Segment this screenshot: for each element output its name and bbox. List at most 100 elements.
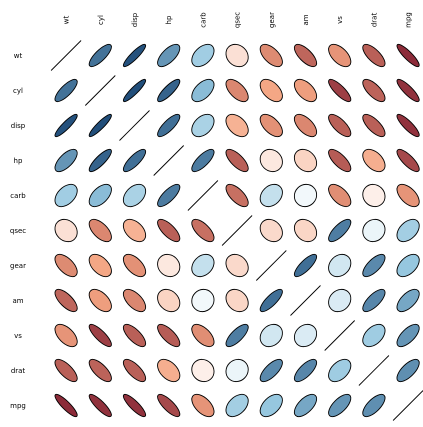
cell-am-qsec: [225, 288, 249, 313]
column-label-carb: carb: [199, 12, 207, 28]
cell-disp-mpg: [396, 113, 420, 138]
cell-carb-hp: [157, 183, 181, 208]
cell-wt-cyl: [88, 43, 112, 68]
cell-qsec-wt: [54, 218, 78, 243]
cell-disp-gear: [259, 113, 283, 138]
cell-gear-cyl: [88, 253, 112, 278]
cell-disp-vs: [328, 113, 352, 138]
cell-disp-disp: [119, 110, 150, 141]
cell-wt-carb: [191, 43, 215, 68]
column-label-vs: vs: [336, 16, 344, 24]
cell-drat-drat: [358, 355, 390, 386]
cell-carb-gear: [259, 183, 283, 208]
row-label-drat: drat: [11, 367, 26, 375]
cell-disp-hp: [157, 113, 181, 138]
cell-cyl-gear: [259, 78, 283, 103]
cell-disp-cyl: [88, 113, 112, 138]
cell-mpg-qsec: [225, 393, 249, 418]
cell-wt-drat: [362, 43, 386, 68]
cell-drat-disp: [122, 358, 147, 383]
cell-carb-qsec: [225, 183, 249, 208]
cell-disp-wt: [54, 113, 78, 138]
cell-carb-disp: [122, 183, 147, 208]
row-label-wt: wt: [14, 52, 23, 60]
cell-vs-wt: [54, 323, 78, 348]
cell-carb-vs: [328, 183, 352, 208]
cell-drat-hp: [157, 358, 181, 383]
cell-drat-mpg: [396, 358, 420, 383]
cell-mpg-am: [293, 393, 318, 418]
cell-gear-hp: [157, 253, 181, 278]
cell-drat-cyl: [88, 358, 112, 383]
cell-am-gear: [259, 288, 283, 313]
column-label-mpg: mpg: [405, 12, 413, 28]
cell-vs-qsec: [225, 323, 249, 348]
cell-hp-gear: [259, 148, 283, 173]
cell-wt-wt: [50, 40, 82, 71]
row-label-gear: gear: [10, 262, 26, 270]
cell-vs-cyl: [88, 323, 112, 348]
cell-disp-drat: [362, 113, 386, 138]
row-label-disp: disp: [11, 122, 26, 130]
cell-disp-qsec: [225, 113, 249, 138]
cell-qsec-drat: [362, 218, 386, 243]
cell-am-disp: [122, 288, 147, 313]
cell-gear-wt: [54, 253, 78, 278]
row-label-am: am: [12, 297, 23, 305]
cell-drat-qsec: [225, 358, 249, 383]
cell-carb-mpg: [396, 183, 420, 208]
cell-hp-cyl: [88, 148, 112, 173]
cell-cyl-drat: [362, 78, 386, 103]
cell-qsec-hp: [157, 218, 181, 243]
column-label-drat: drat: [370, 13, 378, 28]
cell-qsec-gear: [259, 218, 283, 243]
correlation-cells: [50, 40, 423, 421]
cell-disp-am: [293, 113, 318, 138]
cell-mpg-drat: [362, 393, 386, 418]
cell-vs-drat: [362, 323, 386, 348]
cell-am-mpg: [396, 288, 420, 313]
cell-gear-disp: [122, 253, 147, 278]
cell-carb-drat: [362, 183, 386, 208]
cell-cyl-carb: [191, 78, 215, 103]
cell-gear-vs: [328, 253, 352, 278]
cell-wt-hp: [157, 43, 181, 68]
cell-hp-am: [293, 148, 318, 173]
column-label-am: am: [302, 14, 310, 25]
cell-cyl-cyl: [84, 75, 116, 106]
cell-wt-qsec: [225, 43, 249, 68]
cell-gear-mpg: [396, 253, 420, 278]
cell-gear-gear: [255, 250, 287, 281]
cell-gear-drat: [362, 253, 386, 278]
cell-hp-disp: [122, 148, 147, 173]
cell-mpg-vs: [328, 393, 352, 418]
cell-wt-am: [293, 43, 318, 68]
cell-qsec-cyl: [88, 218, 112, 243]
cell-am-am: [290, 285, 321, 316]
cell-hp-hp: [153, 145, 185, 176]
cell-gear-carb: [191, 253, 215, 278]
cell-mpg-wt: [54, 393, 78, 418]
column-label-hp: hp: [165, 15, 173, 24]
cell-am-hp: [157, 288, 181, 313]
row-label-cyl: cyl: [13, 87, 23, 95]
cell-wt-gear: [259, 43, 283, 68]
cell-drat-am: [293, 358, 318, 383]
cell-vs-vs: [324, 320, 356, 351]
column-label-disp: disp: [131, 12, 139, 27]
cell-carb-cyl: [88, 183, 112, 208]
cell-hp-wt: [54, 148, 78, 173]
cell-cyl-mpg: [396, 78, 420, 103]
cell-hp-carb: [191, 148, 215, 173]
column-label-cyl: cyl: [97, 15, 105, 25]
cell-disp-carb: [191, 113, 215, 138]
cell-mpg-carb: [191, 393, 215, 418]
cell-drat-carb: [191, 358, 215, 383]
cell-vs-mpg: [396, 323, 420, 348]
cell-am-cyl: [88, 288, 112, 313]
row-label-hp: hp: [14, 157, 23, 165]
cell-am-drat: [362, 288, 386, 313]
cell-am-vs: [328, 288, 352, 313]
row-labels: wt cyl disp hp carb qsec gear am vs drat mpg: [10, 52, 26, 410]
